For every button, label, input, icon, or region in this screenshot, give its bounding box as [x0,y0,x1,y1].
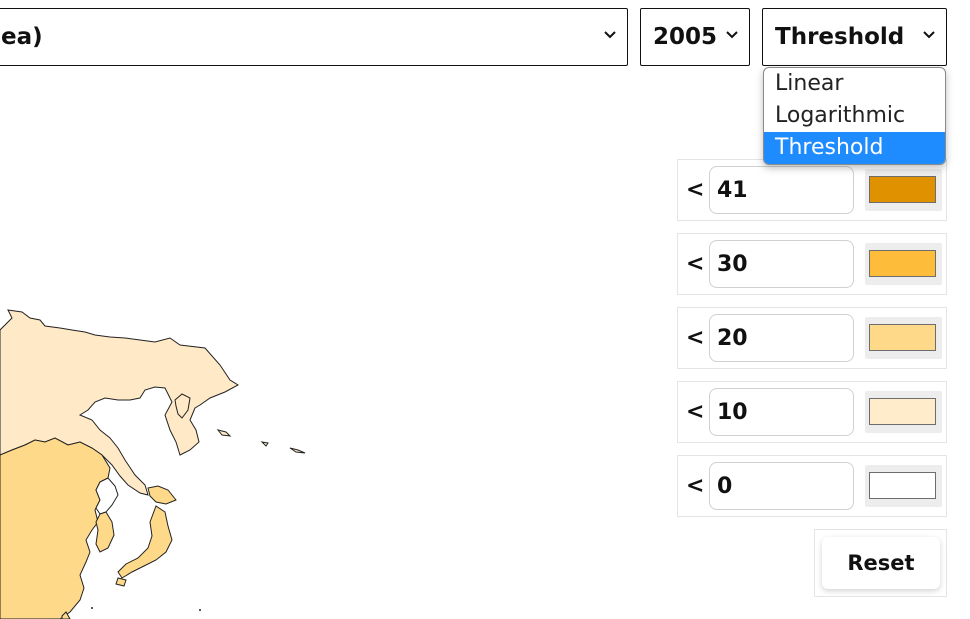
reset-container: Reset [814,529,947,597]
less-than-label: < [686,325,705,351]
threshold-input-3[interactable] [709,314,854,362]
map-region-japan[interactable] [117,505,173,579]
less-than-label: < [686,399,705,425]
scale-select[interactable]: Threshold [762,8,947,66]
color-swatch-4 [869,398,936,425]
year-select[interactable]: 2005 [640,8,750,66]
less-than-label: < [686,251,705,277]
color-swatch-3 [869,324,936,351]
scale-option-linear[interactable]: Linear [775,71,844,96]
dataset-select-value: ea) [1,24,43,50]
legend-row-3: < [677,307,947,369]
less-than-label: < [686,473,705,499]
color-picker-2[interactable] [865,243,942,285]
legend-row-5: < [677,455,947,517]
color-picker-4[interactable] [865,391,942,433]
scale-dropdown-list: Linear Logarithmic Threshold [763,67,946,165]
map-region-china[interactable] [0,437,111,619]
color-picker-3[interactable] [865,317,942,359]
color-swatch-1 [869,176,936,203]
color-picker-1[interactable] [865,169,942,211]
legend-row-2: < [677,233,947,295]
less-than-label: < [686,177,705,203]
chevron-down-icon [604,31,616,39]
scale-option-logarithmic[interactable]: Logarithmic [775,103,906,128]
scale-option-threshold[interactable]: Threshold [764,132,945,164]
scale-select-value: Threshold [775,24,905,50]
color-swatch-2 [869,250,936,277]
chevron-down-icon [923,31,935,39]
legend-row-1: < [677,159,947,221]
map-region-hokkaido[interactable] [147,485,177,505]
color-swatch-5 [869,472,936,499]
year-select-value: 2005 [653,24,718,50]
reset-button[interactable]: Reset [822,537,940,589]
threshold-input-5[interactable] [709,462,854,510]
map-region-sakhalin[interactable] [174,393,191,419]
map-region-south-korea[interactable] [95,511,115,553]
map-region-russia[interactable] [0,309,239,496]
color-picker-5[interactable] [865,465,942,507]
threshold-input-4[interactable] [709,388,854,436]
threshold-input-2[interactable] [709,240,854,288]
threshold-input-1[interactable] [709,166,854,214]
legend-row-4: < [677,381,947,443]
choropleth-map [0,309,306,619]
dataset-select[interactable]: ea) [0,8,628,66]
chevron-down-icon [726,31,738,39]
map-region-north-korea[interactable] [95,477,119,515]
